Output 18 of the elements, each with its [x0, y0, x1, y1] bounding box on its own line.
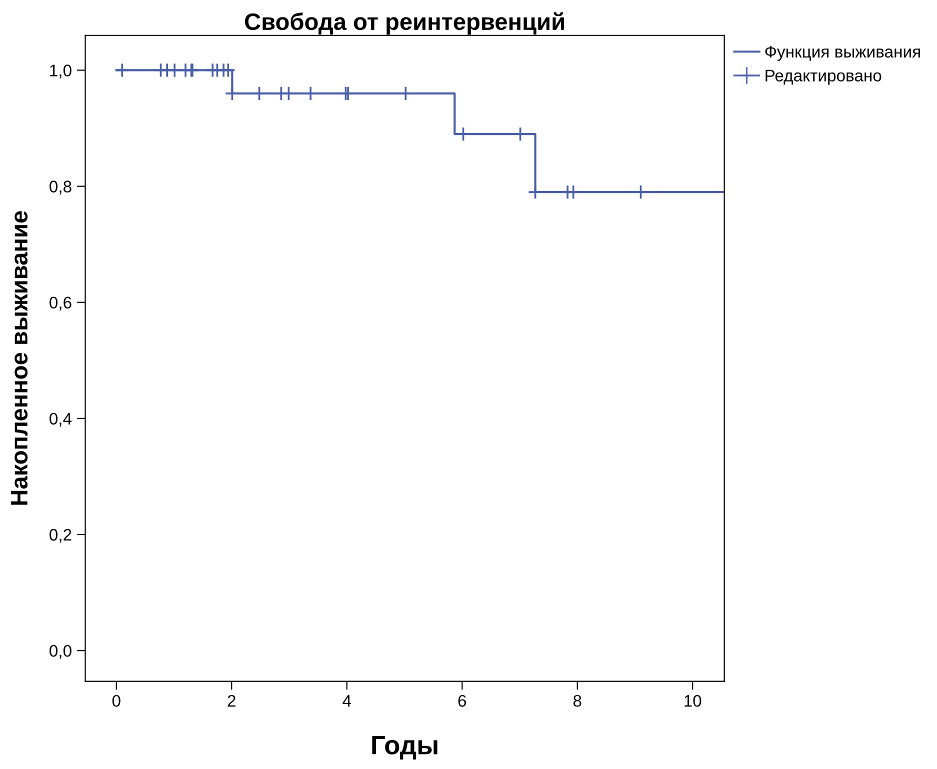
chart-title: Свобода от реинтервенций [244, 12, 564, 35]
x-tick-label: 10 [684, 694, 702, 707]
y-tick-label: 0,4 [50, 412, 72, 427]
x-tick-label: 0 [112, 694, 120, 707]
x-tick-label: 6 [458, 694, 466, 707]
x-tick-label: 2 [228, 694, 236, 707]
y-tick-label: 0,2 [50, 528, 72, 543]
x-axis-title: Годы [372, 736, 438, 760]
y-tick-label: 1,0 [50, 64, 72, 78]
x-tick-label: 4 [342, 695, 352, 707]
legend-label: Функция выживания [765, 46, 920, 61]
y-tick-label: 0,6 [50, 296, 72, 311]
point [220, 62, 236, 78]
y-tick-label: 0,0 [50, 644, 72, 659]
legend-label: Редактировано [766, 70, 882, 85]
x-tick-label: 8 [573, 694, 582, 707]
y-tick-label: 0,8 [50, 180, 72, 194]
y-axis-title: Накопленное выживание [11, 211, 28, 505]
